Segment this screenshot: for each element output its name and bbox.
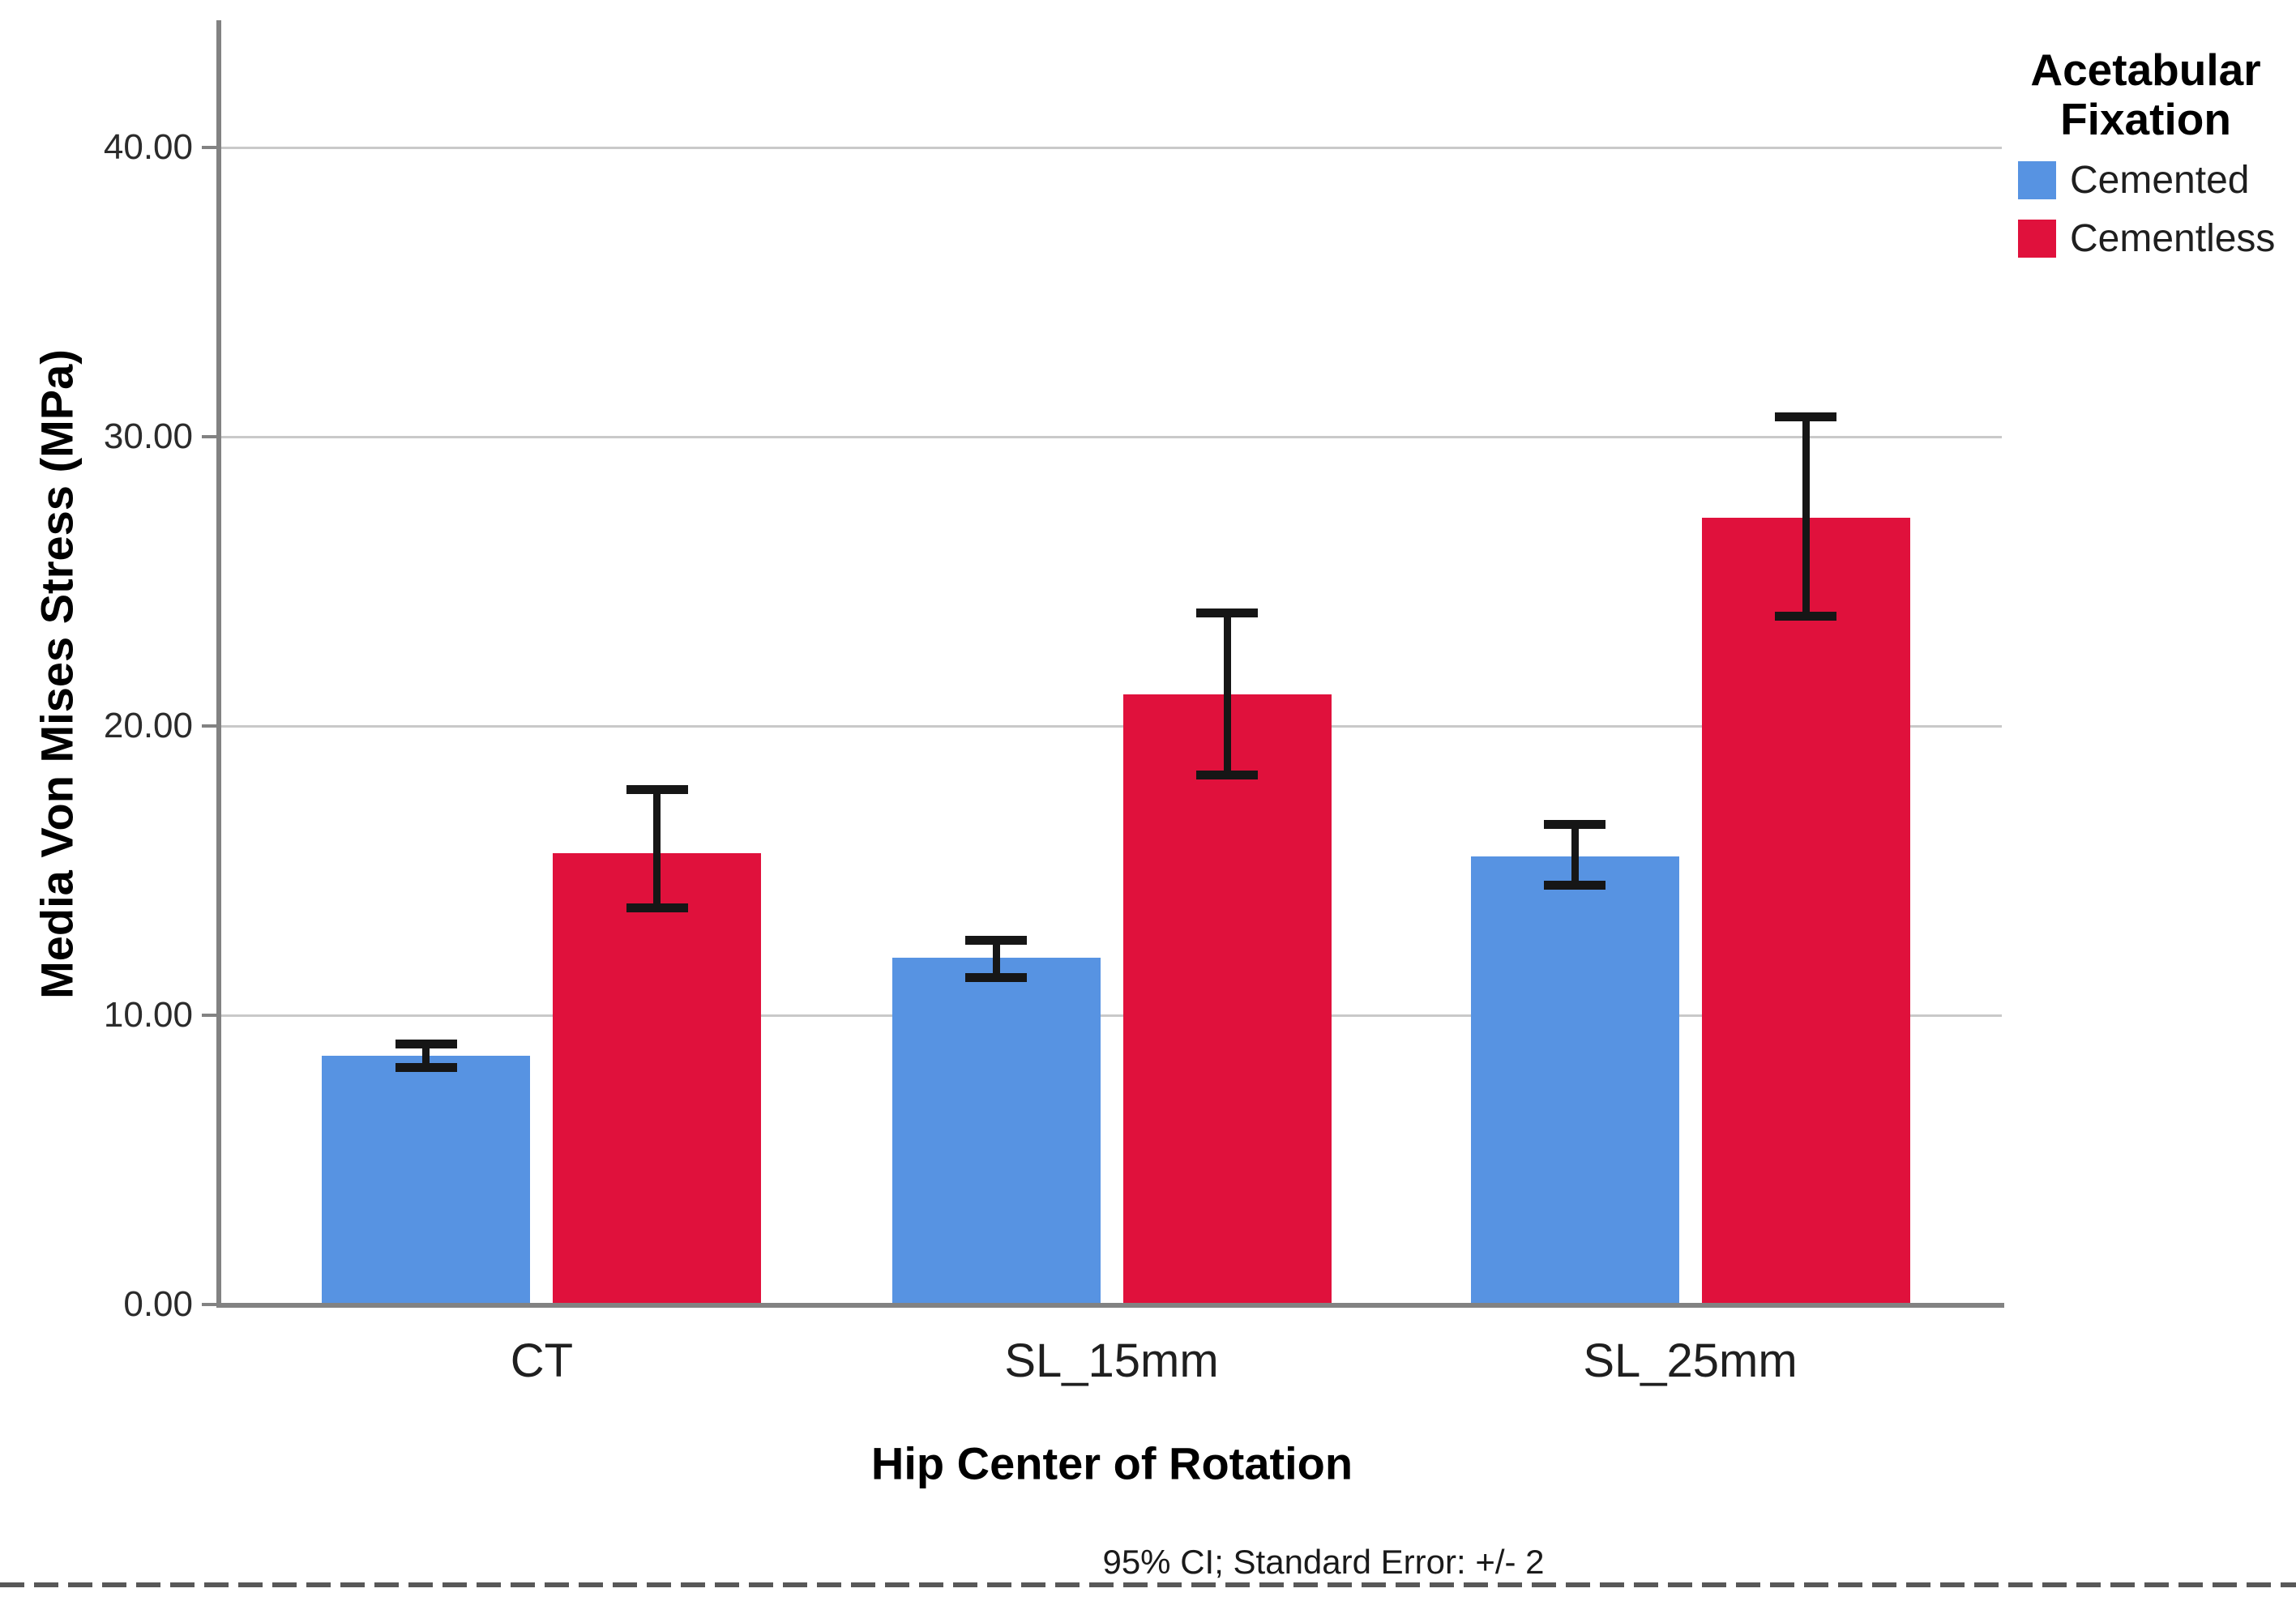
legend: Acetabular Fixation Cemented Cementless — [1995, 45, 2296, 261]
y-tick — [202, 1303, 216, 1306]
error-cap-top — [626, 785, 688, 795]
y-tick — [202, 1014, 216, 1018]
error-cap-top — [1196, 608, 1258, 618]
x-axis-title: Hip Center of Rotation — [870, 1437, 1353, 1489]
category-label-CT: CT — [510, 1334, 574, 1387]
y-tick-label: 20.00 — [103, 706, 193, 746]
bar-cemented-CT — [322, 1055, 531, 1305]
gridline — [221, 435, 2002, 438]
error-cap-bottom — [1196, 771, 1258, 780]
bar-cemented-SL_25mm — [1470, 856, 1679, 1305]
error-cap-top — [395, 1040, 457, 1049]
x-axis-line — [216, 1303, 2004, 1308]
y-tick-label: 40.00 — [103, 127, 193, 168]
legend-item-label: Cementless — [2070, 217, 2276, 260]
y-tick-label: 10.00 — [103, 995, 193, 1035]
bar-cementless-SL_15mm — [1122, 694, 1332, 1305]
error-bar-cementless-CT — [653, 789, 661, 908]
y-tick — [202, 435, 216, 439]
bar-cementless-SL_25mm — [1701, 518, 1910, 1305]
y-tick-label: 30.00 — [103, 416, 193, 457]
legend-item-label: Cemented — [2070, 159, 2250, 202]
error-cap-bottom — [395, 1062, 457, 1072]
plot-area — [221, 20, 2002, 1305]
error-bar-cementless-SL_15mm — [1223, 613, 1231, 775]
error-bar-cemented-CT — [422, 1044, 430, 1068]
error-bar-cemented-SL_25mm — [1571, 824, 1579, 886]
error-cap-bottom — [1775, 611, 1837, 621]
legend-swatch-cementless — [2018, 220, 2056, 258]
scan-edge-artifact — [0, 1582, 2296, 1587]
error-bar-cementless-SL_25mm — [1802, 416, 1810, 617]
legend-swatch-cemented — [2018, 161, 2056, 199]
y-tick — [202, 724, 216, 728]
bar-cemented-SL_15mm — [891, 957, 1101, 1305]
error-bar-cemented-SL_15mm — [992, 940, 1000, 978]
y-tick — [202, 146, 216, 150]
legend-title: Acetabular Fixation — [2030, 45, 2261, 144]
error-cap-bottom — [626, 903, 688, 913]
legend-item-cementless: Cementless — [2018, 216, 2296, 261]
chart-footnote: 95% CI; Standard Error: +/- 2 — [1102, 1543, 1545, 1581]
error-cap-bottom — [1544, 880, 1606, 890]
error-cap-bottom — [965, 973, 1027, 983]
y-axis-line — [216, 20, 221, 1308]
gridline — [221, 146, 2002, 149]
gridline — [221, 1014, 2002, 1017]
error-cap-top — [1544, 819, 1606, 829]
y-tick-label: 0.00 — [123, 1284, 193, 1324]
legend-item-cemented: Cemented — [2018, 158, 2296, 203]
gridline — [221, 724, 2002, 728]
category-label-SL_25mm: SL_25mm — [1583, 1334, 1798, 1387]
bar-cementless-CT — [553, 853, 762, 1305]
category-label-SL_15mm: SL_15mm — [1004, 1334, 1219, 1387]
error-cap-top — [1775, 412, 1837, 421]
error-cap-top — [965, 935, 1027, 945]
